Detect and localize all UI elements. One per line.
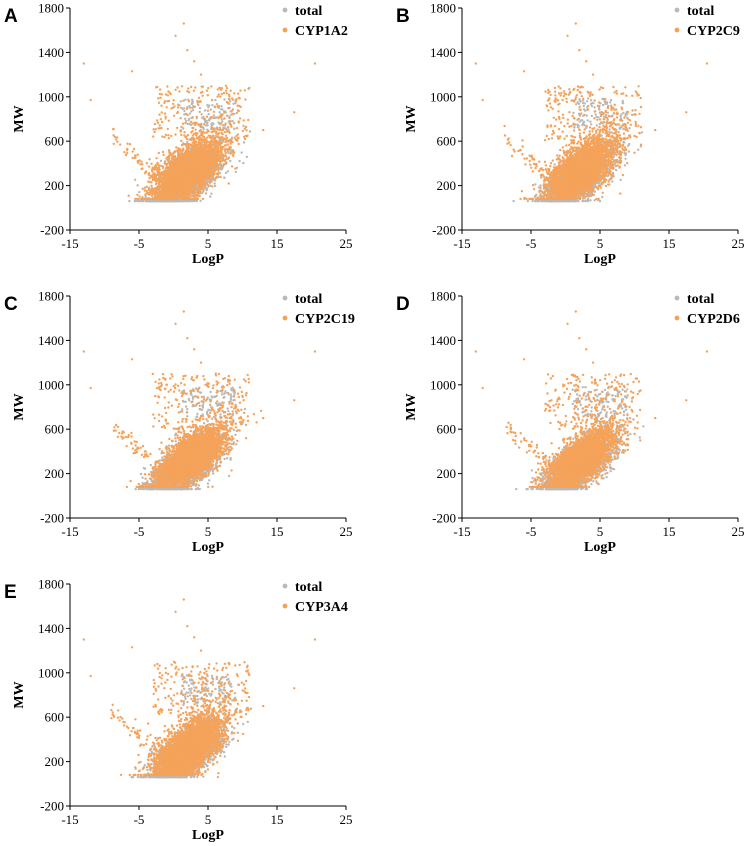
total-point bbox=[205, 189, 207, 191]
total-point bbox=[210, 193, 212, 195]
total-point bbox=[214, 185, 216, 187]
total-point bbox=[196, 200, 198, 202]
total-point bbox=[214, 182, 216, 184]
total-point bbox=[209, 195, 211, 197]
figure: A-200200600100014001800-15 -5 5 15 25LogPMWt… bbox=[0, 0, 754, 846]
panel-letter: A bbox=[4, 6, 18, 27]
total-point bbox=[225, 172, 227, 174]
total-point bbox=[235, 171, 237, 173]
total-point bbox=[189, 200, 191, 202]
total-point bbox=[160, 160, 162, 162]
total-point bbox=[134, 179, 136, 181]
total-point bbox=[199, 200, 201, 202]
total-point bbox=[138, 191, 140, 193]
total-point bbox=[229, 160, 231, 162]
total-point bbox=[128, 200, 130, 202]
total-point bbox=[242, 162, 244, 164]
total-point bbox=[223, 177, 225, 179]
total-point bbox=[227, 170, 229, 172]
total-point bbox=[246, 156, 248, 158]
total-point bbox=[186, 141, 188, 143]
points bbox=[83, 22, 316, 202]
total-point bbox=[191, 200, 193, 202]
